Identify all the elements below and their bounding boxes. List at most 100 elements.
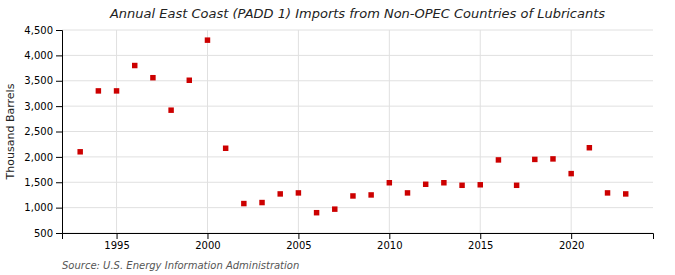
point	[550, 156, 555, 161]
y-axis-title: Thousand Barrels	[4, 83, 17, 180]
grid-line-y	[62, 182, 653, 183]
point	[496, 157, 501, 162]
grid-line-y	[62, 207, 653, 208]
tick-label: 2,000	[24, 152, 53, 163]
tick-label: 1,500	[24, 177, 53, 188]
tick: 3,000	[24, 101, 62, 112]
tick-mark	[56, 81, 62, 82]
grid-line-x	[480, 30, 481, 233]
grid-line-x	[389, 30, 390, 233]
tick: 2005	[286, 233, 311, 251]
tick-mark	[571, 233, 572, 239]
point	[277, 191, 282, 196]
point	[114, 88, 119, 93]
tick-label: 2005	[286, 240, 311, 251]
point	[205, 37, 210, 42]
tick: 3,500	[24, 75, 62, 86]
point	[350, 193, 355, 198]
tick-mark	[56, 182, 62, 183]
tick-mark	[56, 132, 62, 133]
tick-mark	[56, 106, 62, 107]
tick-mark	[117, 233, 118, 239]
tick-label: 2020	[559, 240, 584, 251]
tick-mark	[56, 233, 62, 234]
grid-line-x	[207, 30, 208, 233]
point	[296, 190, 301, 195]
grid-line-y	[62, 30, 653, 31]
x-axis: 1995 2000 2005 2010 2015 2020	[63, 233, 654, 251]
axis-line	[56, 31, 63, 234]
tick-mark	[207, 233, 208, 239]
title: Annual East Coast (PADD 1) Imports from …	[109, 6, 605, 21]
points	[77, 37, 628, 215]
point	[150, 75, 155, 80]
grid-line-y	[62, 106, 653, 107]
point	[96, 88, 101, 93]
y-axis: 500 1,000 1,500 2,000 2,500 3,000 3,500 4,000 4,…	[24, 25, 62, 239]
grid-line-x	[116, 30, 117, 233]
tick-label: 500	[34, 228, 53, 239]
point	[259, 200, 264, 205]
tick-label: 1,000	[24, 202, 53, 213]
tick-label: 2,500	[24, 126, 53, 137]
grid	[62, 30, 653, 233]
plot-area: 1995 2000 2005 2010 2015 2020 500 1,000 1,500 2,0…	[24, 25, 653, 251]
source-note: Source: U.S. Energy Information Administ…	[62, 260, 299, 271]
axis-line	[63, 234, 654, 240]
point	[514, 183, 519, 188]
grid-line-y	[62, 131, 653, 132]
tick: 2000	[195, 233, 220, 251]
tick: 2,000	[24, 152, 62, 163]
tick-mark	[480, 233, 481, 239]
tick-label: 4,500	[24, 25, 53, 36]
tick: 2,500	[24, 126, 62, 137]
tick-mark	[389, 233, 390, 239]
tick-label: 4,000	[24, 50, 53, 61]
tick-label: 2010	[377, 240, 402, 251]
point	[223, 146, 228, 151]
tick: 2010	[377, 233, 402, 251]
tick-label: 1995	[104, 240, 129, 251]
point	[187, 78, 192, 83]
grid-line-x	[298, 30, 299, 233]
tick: 1995	[104, 233, 129, 251]
point	[623, 191, 628, 196]
tick-mark	[56, 55, 62, 56]
tick-label: 3,000	[24, 101, 53, 112]
point	[332, 206, 337, 211]
grid-line-y	[62, 156, 653, 157]
tick: 2015	[468, 233, 493, 251]
tick-mark	[56, 208, 62, 209]
point	[314, 210, 319, 215]
tick: 4,500	[24, 25, 62, 36]
point	[387, 180, 392, 185]
tick: 1,500	[24, 177, 62, 188]
point	[423, 182, 428, 187]
tick: 500	[34, 228, 62, 239]
tick: 1,000	[24, 202, 62, 213]
point	[405, 190, 410, 195]
grid-line-y	[62, 55, 653, 56]
tick-label: 3,500	[24, 75, 53, 86]
point	[587, 145, 592, 150]
point	[441, 180, 446, 185]
point	[478, 182, 483, 187]
point	[532, 157, 537, 162]
point	[568, 171, 573, 176]
point	[459, 183, 464, 188]
grid-line-x	[571, 30, 572, 233]
tick: 4,000	[24, 50, 62, 61]
point	[77, 149, 82, 154]
tick-label: 2015	[468, 240, 493, 251]
point	[605, 190, 610, 195]
tick: 2020	[559, 233, 584, 251]
tick-mark	[298, 233, 299, 239]
tick-mark	[56, 157, 62, 158]
point	[241, 201, 246, 206]
point	[132, 63, 137, 68]
tick-mark	[56, 30, 62, 31]
tick-label: 2000	[195, 240, 220, 251]
chart: 1995 2000 2005 2010 2015 2020 500 1,000 1,500 2,0…	[0, 0, 675, 275]
point	[168, 107, 173, 112]
point	[368, 192, 373, 197]
